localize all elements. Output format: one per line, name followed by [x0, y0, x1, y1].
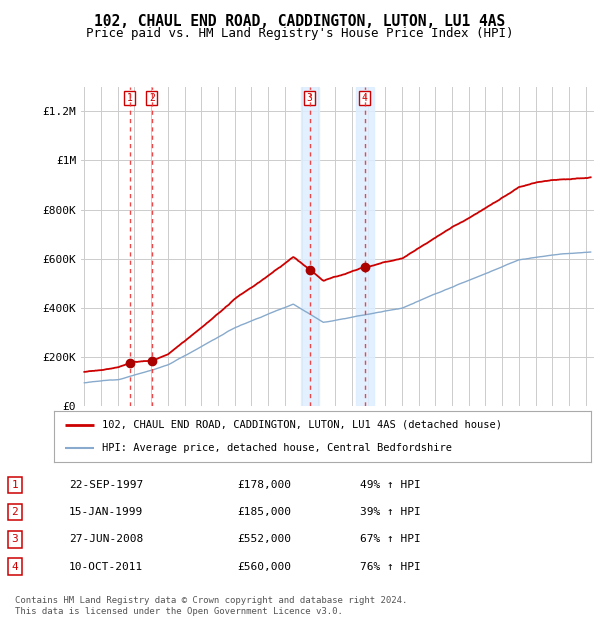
Text: 102, CHAUL END ROAD, CADDINGTON, LUTON, LU1 4AS (detached house): 102, CHAUL END ROAD, CADDINGTON, LUTON, … — [103, 420, 502, 430]
Text: 2: 2 — [11, 507, 19, 517]
Text: 2: 2 — [149, 93, 155, 103]
Text: £560,000: £560,000 — [237, 562, 291, 572]
Bar — [301, 87, 319, 406]
Text: £185,000: £185,000 — [237, 507, 291, 517]
Text: 3: 3 — [11, 534, 19, 544]
Text: 76% ↑ HPI: 76% ↑ HPI — [360, 562, 421, 572]
Text: 22-SEP-1997: 22-SEP-1997 — [69, 480, 143, 490]
Text: £552,000: £552,000 — [237, 534, 291, 544]
Text: 67% ↑ HPI: 67% ↑ HPI — [360, 534, 421, 544]
Text: HPI: Average price, detached house, Central Bedfordshire: HPI: Average price, detached house, Cent… — [103, 443, 452, 453]
Bar — [356, 87, 374, 406]
Text: 49% ↑ HPI: 49% ↑ HPI — [360, 480, 421, 490]
Text: 15-JAN-1999: 15-JAN-1999 — [69, 507, 143, 517]
Text: 1: 1 — [11, 480, 19, 490]
Text: 1: 1 — [127, 93, 133, 103]
Text: Price paid vs. HM Land Registry's House Price Index (HPI): Price paid vs. HM Land Registry's House … — [86, 27, 514, 40]
Text: 27-JUN-2008: 27-JUN-2008 — [69, 534, 143, 544]
Text: £178,000: £178,000 — [237, 480, 291, 490]
Text: 4: 4 — [11, 562, 19, 572]
Text: 3: 3 — [307, 93, 313, 103]
Text: 102, CHAUL END ROAD, CADDINGTON, LUTON, LU1 4AS: 102, CHAUL END ROAD, CADDINGTON, LUTON, … — [94, 14, 506, 29]
Text: Contains HM Land Registry data © Crown copyright and database right 2024.
This d: Contains HM Land Registry data © Crown c… — [15, 596, 407, 616]
Text: 10-OCT-2011: 10-OCT-2011 — [69, 562, 143, 572]
Text: 39% ↑ HPI: 39% ↑ HPI — [360, 507, 421, 517]
Text: 4: 4 — [362, 93, 368, 103]
